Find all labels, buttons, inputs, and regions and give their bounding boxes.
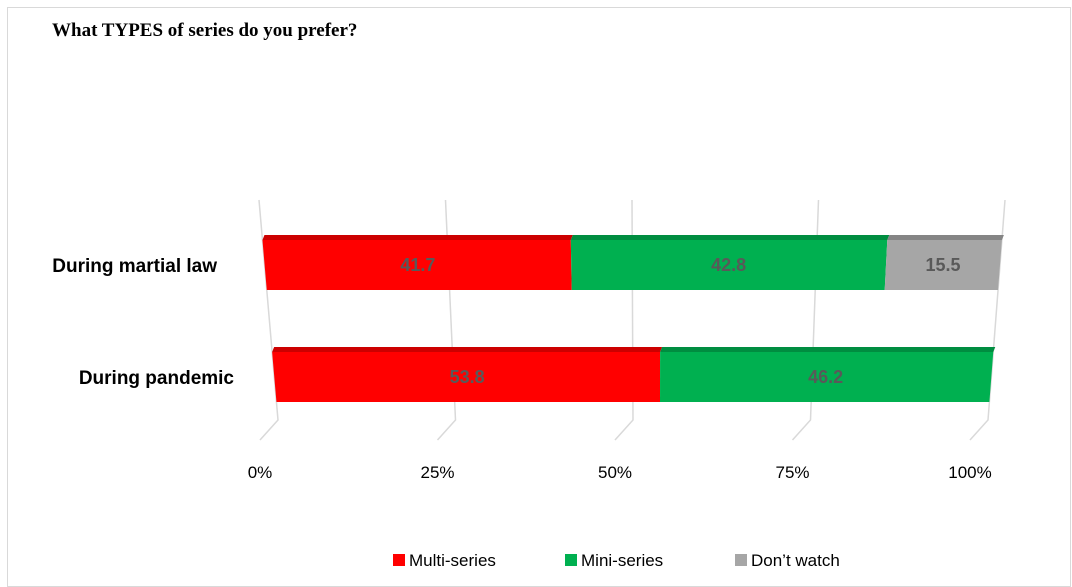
legend-swatch (393, 554, 405, 566)
data-label: 53.8 (450, 367, 485, 387)
legend-label: Multi-series (409, 551, 496, 570)
category-label: During pandemic (79, 368, 235, 389)
legend-label: Don’t watch (751, 551, 840, 570)
bar-segment (660, 352, 994, 402)
legend-label: Mini-series (581, 551, 663, 570)
bar-segment (272, 352, 661, 402)
data-label: 42.8 (711, 255, 746, 275)
bar-top-face (570, 235, 890, 240)
x-tick-label: 100% (948, 463, 991, 482)
legend-swatch (735, 554, 747, 566)
bar-segment (262, 240, 572, 290)
bar-top-face (262, 235, 573, 240)
x-tick-label: 75% (775, 463, 809, 482)
bars (262, 235, 1004, 402)
bar-segment (884, 240, 1002, 290)
legend: Multi-series Mini-series Don’t watch (393, 551, 840, 570)
labels: 0% 25% 50% 75% 100% 41.7 42.8 15.5 During martia… (52, 255, 991, 482)
gridline (258, 199, 279, 441)
bar-top-face (660, 347, 996, 352)
data-label: 46.2 (808, 367, 843, 387)
bar-top-face (272, 347, 663, 352)
bar-segment (570, 240, 888, 290)
data-label: 41.7 (400, 255, 435, 275)
bar-top-face (887, 235, 1004, 240)
chart-frame (7, 7, 1071, 587)
x-tick-label: 0% (248, 463, 273, 482)
chart-title: What TYPES of series do you prefer? (52, 20, 358, 41)
category-label: During martial law (52, 256, 217, 277)
x-tick-label: 50% (598, 463, 632, 482)
x-tick-label: 25% (420, 463, 454, 482)
legend-swatch (565, 554, 577, 566)
data-label: 15.5 (925, 255, 960, 275)
